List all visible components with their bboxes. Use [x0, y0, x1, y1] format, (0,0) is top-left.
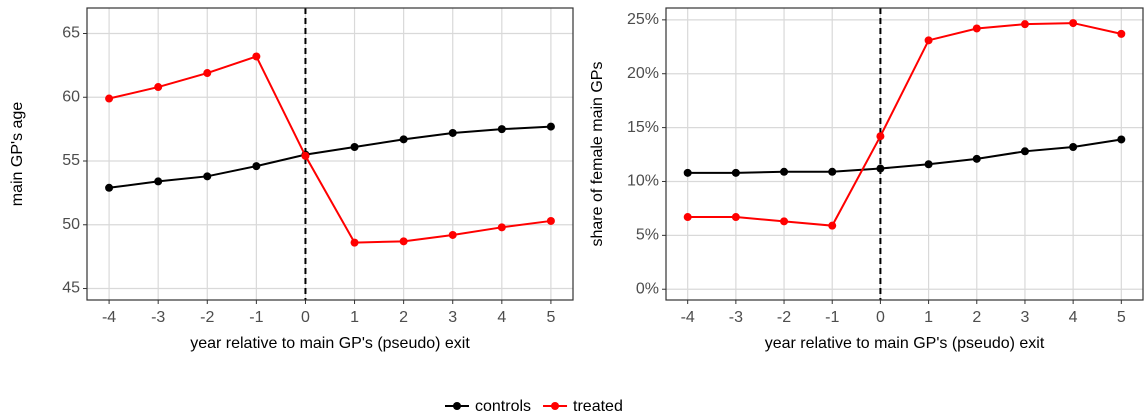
x-tick-label: -1: [825, 309, 839, 326]
x-axis-title: year relative to main GP's (pseudo) exit: [765, 335, 1045, 352]
legend-label: treated: [573, 398, 623, 415]
point: [1069, 142, 1078, 151]
y-tick-label: 0%: [636, 280, 659, 297]
x-tick-label: 5: [1117, 309, 1126, 326]
x-tick-label: -3: [151, 309, 165, 326]
x-tick-label: -4: [102, 309, 116, 326]
x-tick-label: 3: [448, 309, 457, 326]
point: [924, 36, 933, 45]
x-tick-label: 4: [497, 309, 506, 326]
x-tick-label: 1: [924, 309, 933, 326]
x-tick-label: 1: [350, 309, 359, 326]
point: [105, 94, 114, 103]
point: [105, 183, 114, 192]
point: [448, 128, 457, 137]
point: [924, 160, 933, 169]
point: [683, 213, 692, 222]
panel: 0% 5% 10% 15% 20% 25% -4 -3 -2 -1 0 1 2 3 4 5 year relat…: [589, 7, 1144, 352]
point: [972, 154, 981, 163]
x-tick-label: 2: [972, 309, 981, 326]
point: [154, 177, 163, 186]
series-line: [108, 125, 551, 189]
x-tick-label: 3: [1021, 309, 1030, 326]
y-axis-title: share of female main GPs: [589, 62, 606, 247]
point: [731, 168, 740, 177]
x-tick-label: 4: [1069, 309, 1078, 326]
x-tick-label: -2: [200, 309, 214, 326]
point: [780, 167, 789, 176]
x-tick-label: 0: [301, 309, 310, 326]
y-tick-label: 65: [62, 25, 80, 42]
point: [350, 238, 359, 247]
y-tick-label: 60: [62, 88, 80, 105]
point: [780, 217, 789, 226]
point: [154, 83, 163, 92]
series-line: [687, 22, 1122, 227]
point: [399, 237, 408, 246]
series-line: [108, 55, 552, 244]
point: [497, 125, 506, 134]
x-tick-label: -2: [777, 309, 791, 326]
x-tick-label: 0: [876, 309, 885, 326]
point: [252, 52, 261, 61]
legend: controls treated: [445, 398, 623, 415]
point: [301, 151, 310, 160]
point: [350, 142, 359, 151]
y-axis-title: main GP's age: [9, 102, 26, 207]
point: [972, 24, 981, 33]
point: [252, 162, 261, 171]
point: [1069, 19, 1078, 28]
y-tick-label: 25%: [627, 11, 659, 28]
y-tick-label: 5%: [636, 227, 659, 244]
x-tick-label: -1: [249, 309, 263, 326]
y-tick-label: 15%: [627, 119, 659, 136]
y-tick-label: 20%: [627, 65, 659, 82]
point: [683, 168, 692, 177]
point: [448, 230, 457, 239]
point: [1020, 20, 1029, 29]
y-tick-label: 10%: [627, 173, 659, 190]
point: [399, 135, 408, 144]
point: [876, 164, 885, 173]
point: [1020, 147, 1029, 156]
y-tick-label: 55: [62, 152, 80, 169]
series-line: [687, 138, 1122, 174]
x-tick-label: -4: [681, 309, 695, 326]
y-tick-label: 45: [62, 280, 80, 297]
point: [876, 132, 885, 141]
x-axis-title: year relative to main GP's (pseudo) exit: [190, 335, 470, 352]
panel-border: [86, 7, 574, 301]
x-tick-label: 5: [546, 309, 555, 326]
x-tick-label: 2: [399, 309, 408, 326]
x-tick-label: -3: [729, 309, 743, 326]
point: [828, 167, 837, 176]
point: [828, 221, 837, 230]
point: [203, 69, 212, 78]
point: [546, 122, 555, 131]
y-tick-label: 50: [62, 216, 80, 233]
point: [497, 223, 506, 232]
point: [546, 216, 555, 225]
legend-key-point: [453, 402, 461, 410]
point: [1117, 29, 1126, 38]
point: [731, 213, 740, 222]
panel-border: [665, 7, 1144, 301]
point: [1117, 135, 1126, 144]
legend-label: controls: [475, 398, 531, 415]
point: [203, 172, 212, 181]
legend-key-point: [551, 402, 560, 410]
